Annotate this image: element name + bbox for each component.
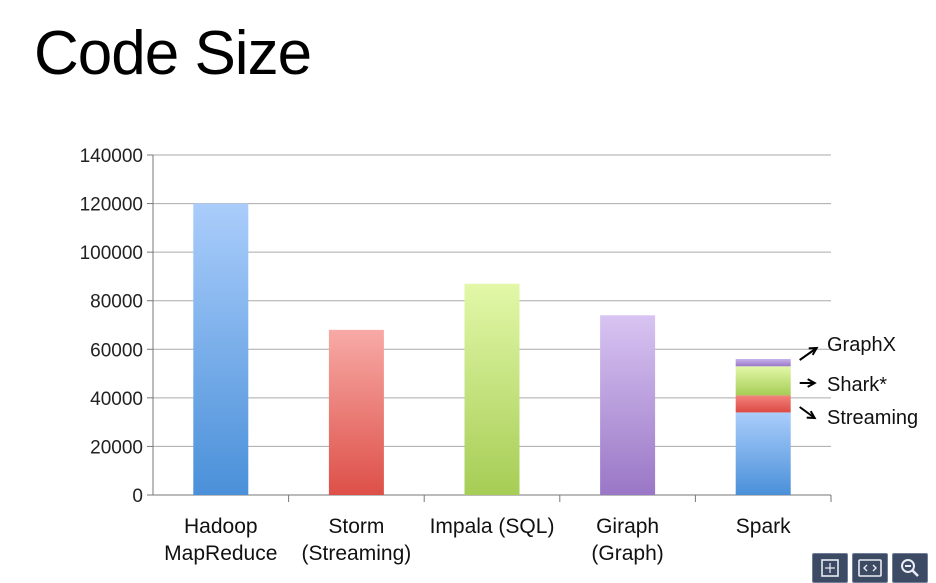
- bar: [600, 315, 656, 495]
- y-tick-label: 140000: [80, 146, 143, 167]
- y-tick-label: 120000: [80, 195, 143, 216]
- annotation-label: GraphX: [827, 334, 896, 356]
- y-tick-label: 40000: [90, 389, 143, 410]
- y-tick-label: 100000: [80, 243, 143, 264]
- x-axis-labels: Hadoop MapReduce Storm (Streaming) Impala (S…: [164, 515, 791, 565]
- annotations: GraphX Shark* Streaming: [799, 334, 918, 429]
- x-tick-label: Hadoop MapReduce: [164, 515, 277, 565]
- y-tick-label: 80000: [90, 292, 143, 313]
- y-axis-ticks: 0 20000 40000 60000 80000 100000 120000 140000: [80, 146, 143, 507]
- bar: [193, 203, 249, 496]
- arrow-head-icon: [807, 378, 817, 388]
- bar-segment: [735, 412, 791, 495]
- arrow-icon: [799, 406, 816, 419]
- y-tick-label: 20000: [90, 437, 143, 458]
- bar-segment: [735, 395, 791, 413]
- bars: [193, 203, 791, 496]
- arrow-head-icon: [808, 346, 819, 356]
- page-title: Code Size: [34, 19, 312, 88]
- viewer-controls: [812, 553, 936, 583]
- x-tick-label: Impala (SQL): [430, 515, 555, 538]
- x-tick-label: Spark: [736, 515, 791, 538]
- zoom-out-icon: [901, 559, 919, 577]
- annotation-label: Streaming: [827, 407, 918, 429]
- zoom-out-button[interactable]: [892, 553, 928, 583]
- y-tick-label: 60000: [90, 340, 143, 361]
- bar: [328, 329, 384, 495]
- bar-segment: [735, 366, 791, 396]
- x-tick-label: Storm (Streaming): [302, 515, 412, 565]
- code-brackets-button[interactable]: [852, 553, 888, 583]
- x-tick-label: Giraph (Graph): [591, 515, 663, 565]
- arrow-icon: [799, 347, 818, 361]
- fit-screen-icon: [821, 559, 839, 577]
- bar: [464, 283, 520, 495]
- annotation-label: Shark*: [827, 374, 887, 396]
- bar-segment: [735, 359, 791, 367]
- code-brackets-icon: [858, 559, 882, 577]
- arrow-head-icon: [806, 410, 817, 420]
- y-tick-label: 0: [132, 486, 143, 507]
- fit-screen-button[interactable]: [812, 553, 848, 583]
